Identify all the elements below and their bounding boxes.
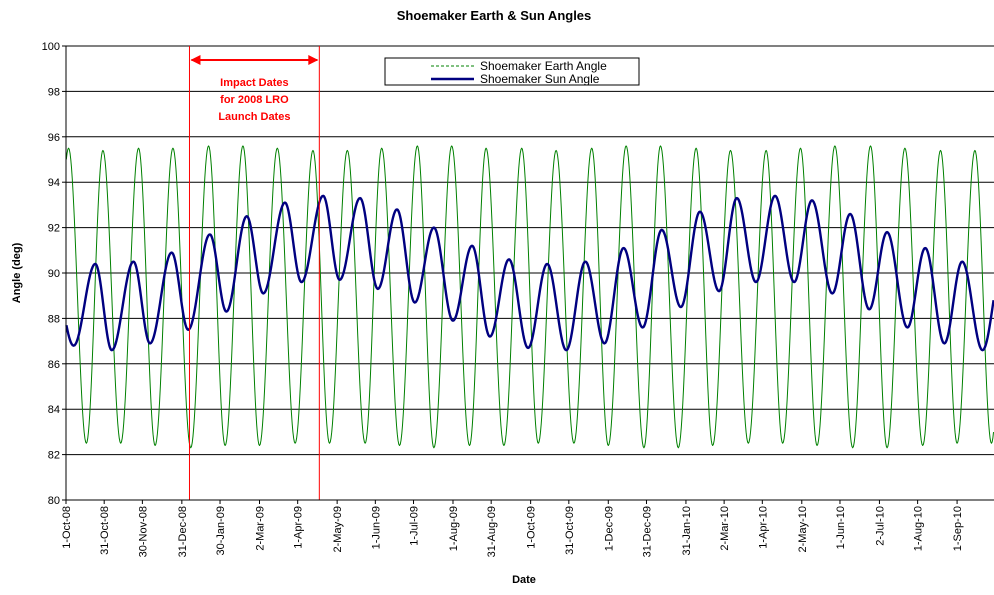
x-tick-label: 1-Dec-09 [603, 506, 615, 551]
legend-sun-label: Shoemaker Sun Angle [480, 72, 600, 86]
x-tick-label: 1-Apr-09 [293, 506, 305, 549]
series-layer [65, 145, 994, 449]
chart-title: Shoemaker Earth & Sun Angles [397, 8, 592, 23]
y-tick-label: 96 [48, 132, 60, 144]
annotation-text-line: Launch Dates [218, 111, 290, 123]
series-sun-angle-line [65, 194, 994, 352]
annotation-text-line: Impact Dates [220, 77, 288, 89]
x-tick-label: 1-Jul-09 [409, 506, 421, 546]
y-tick-label: 100 [42, 41, 60, 53]
y-tick-label: 80 [48, 495, 60, 507]
x-tick-label: 1-Oct-09 [526, 506, 538, 549]
x-tick-label: 1-Sep-10 [952, 506, 964, 551]
y-tick-label: 94 [48, 177, 60, 189]
annotation-arrow-right-head [308, 55, 319, 65]
x-tick-label: 30-Nov-08 [137, 506, 149, 557]
annotation-text-line: for 2008 LRO [220, 94, 289, 106]
x-tick-label: 2-May-10 [797, 506, 809, 552]
x-tick-label: 2-May-09 [332, 506, 344, 552]
y-tick-label: 92 [48, 223, 60, 235]
y-tick-label: 98 [48, 86, 60, 98]
y-tick-label: 84 [48, 404, 60, 416]
x-tick-label: 2-Jul-10 [874, 506, 886, 546]
x-tick-label: 1-Aug-09 [448, 506, 460, 551]
x-tick-label: 31-Oct-09 [564, 506, 576, 555]
y-tick-label: 90 [48, 268, 60, 280]
x-tick-label: 1-Jun-09 [370, 506, 382, 549]
legend: Shoemaker Earth Angle Shoemaker Sun Angl… [384, 57, 640, 86]
x-tick-label: 1-Oct-08 [61, 506, 73, 549]
x-tick-label: 2-Mar-10 [719, 506, 731, 551]
x-tick-label: 31-Aug-09 [486, 506, 498, 557]
x-tick-label: 1-Aug-10 [913, 506, 925, 551]
series-earth-angle-line [65, 145, 994, 449]
legend-earth-label: Shoemaker Earth Angle [480, 59, 607, 73]
x-tick-label: 1-Jun-10 [835, 506, 847, 549]
axes-layer: 80 82 84 86 88 90 92 94 96 98 100 1-Oct-08 31-Oct-08… [42, 41, 994, 557]
legend-box [384, 57, 640, 86]
x-tick-label: 1-Apr-10 [757, 506, 769, 549]
x-tick-label: 31-Oct-08 [99, 506, 111, 555]
x-tick-label: 31-Dec-09 [642, 506, 654, 557]
x-tick-label: 2-Mar-09 [255, 506, 267, 551]
x-tick-label: 30-Jan-09 [215, 506, 227, 556]
annotation-arrow-left-head [190, 55, 201, 65]
y-tick-label: 88 [48, 313, 60, 325]
x-tick-label: 31-Jan-10 [681, 506, 693, 556]
annotation-layer: Impact Dates for 2008 LRO Launch Dates [188, 46, 320, 500]
y-axis-title: Angle (deg) [11, 242, 23, 303]
y-tick-label: 82 [48, 450, 60, 462]
gridlines [66, 45, 994, 456]
x-axis-title: Date [512, 574, 536, 586]
x-tick-label: 31-Dec-08 [177, 506, 189, 557]
y-tick-label: 86 [48, 359, 60, 371]
